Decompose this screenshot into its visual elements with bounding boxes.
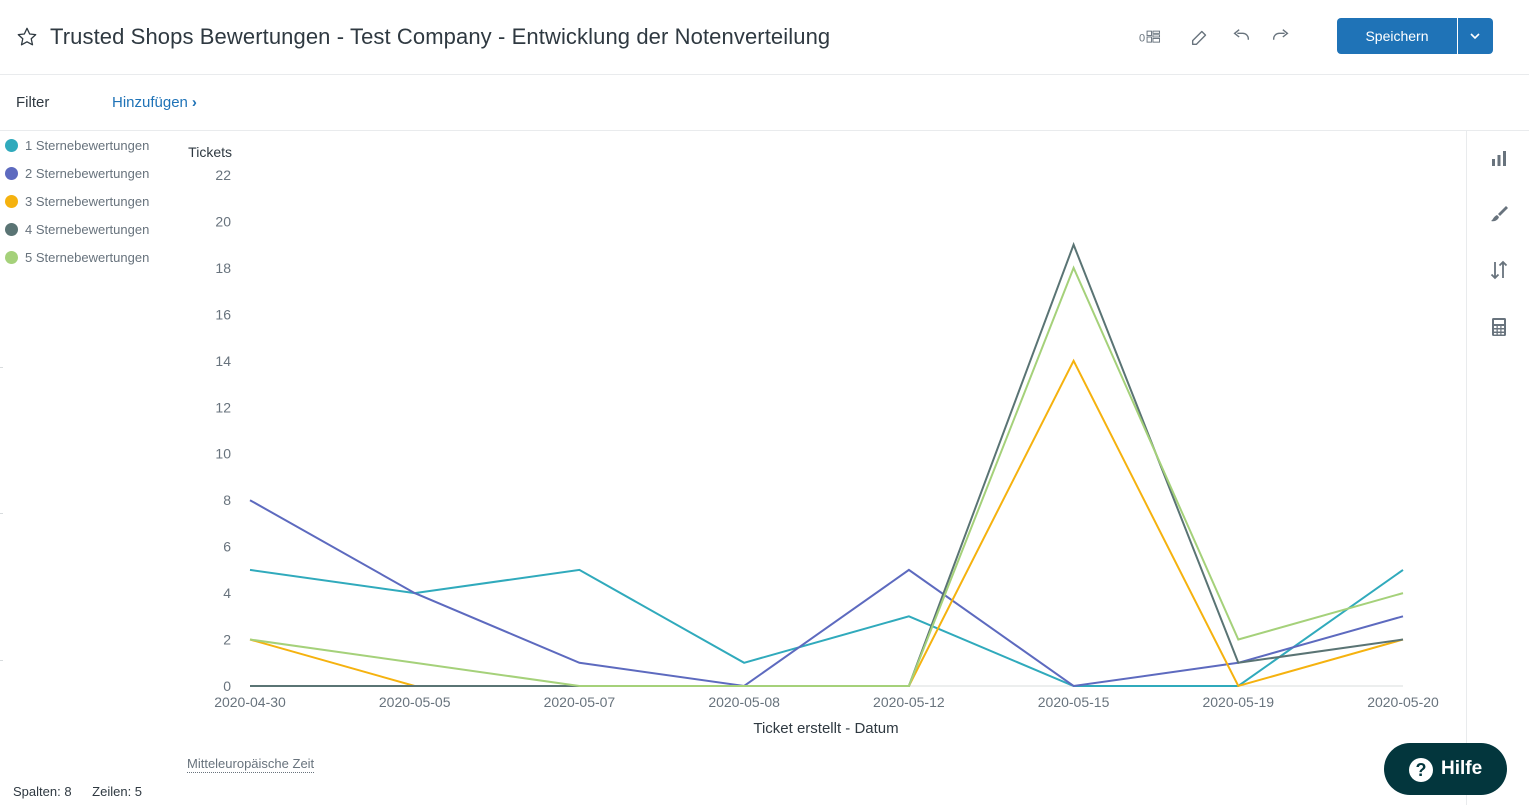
- legend-label: 3 Sternebewertungen: [25, 194, 150, 209]
- line-chart: Tickets 0 2 4 6 8 10 12 14 16 18 20 22 2020-04-30 2020…: [188, 144, 1439, 737]
- redo-icon[interactable]: [1270, 26, 1292, 48]
- legend-label: 2 Sternebewertungen: [25, 166, 150, 181]
- x-tick-label: 2020-05-05: [379, 694, 451, 710]
- y-tick-label: 8: [223, 492, 231, 508]
- chart-legend: 1 Sternebewertungen 2 Sternebewertungen 3 …: [4, 137, 164, 277]
- y-axis-label: Tickets: [188, 144, 232, 160]
- y-tick-label: 22: [215, 167, 231, 183]
- footer-stats: Spalten: 8 Zeilen: 5: [13, 784, 159, 799]
- edge-mark: [0, 660, 3, 661]
- y-tick-label: 4: [223, 585, 231, 601]
- legend-item[interactable]: 5 Sternebewertungen: [4, 249, 164, 277]
- legend-item[interactable]: 1 Sternebewertungen: [4, 137, 164, 165]
- x-tick-label: 2020-05-19: [1202, 694, 1274, 710]
- legend-dot: [5, 195, 18, 208]
- sort-icon[interactable]: [1488, 259, 1510, 281]
- series-line-5: [249, 265, 1404, 687]
- header-bar: Trusted Shops Bewertungen - Test Company…: [0, 0, 1529, 75]
- legend-item[interactable]: 4 Sternebewertungen: [4, 221, 164, 249]
- y-tick-label: 14: [215, 353, 231, 369]
- y-tick-label: 0: [223, 678, 231, 694]
- y-tick-label: 12: [215, 399, 231, 415]
- legend-item[interactable]: 3 Sternebewertungen: [4, 193, 164, 221]
- help-question-icon: ?: [1409, 758, 1433, 782]
- columns-count: Spalten: 8: [13, 784, 72, 799]
- star-icon[interactable]: [16, 26, 38, 48]
- legend-dot: [5, 251, 18, 264]
- calculator-icon[interactable]: [1488, 316, 1510, 338]
- legend-dot: [5, 139, 18, 152]
- legend-label: 4 Sternebewertungen: [25, 222, 150, 237]
- filter-bar: Filter Hinzufügen ›: [0, 75, 1529, 131]
- x-tick-label: 2020-05-15: [1038, 694, 1110, 710]
- zero-badge: 0: [1139, 32, 1145, 44]
- x-axis-label: Ticket erstellt - Datum: [753, 720, 898, 737]
- y-tick-label: 10: [215, 446, 231, 462]
- side-panel: [1466, 131, 1529, 805]
- edge-mark: [0, 513, 3, 514]
- add-filter-link[interactable]: Hinzufügen ›: [112, 94, 197, 111]
- save-button[interactable]: Speichern: [1337, 18, 1457, 54]
- undo-icon[interactable]: [1230, 26, 1252, 48]
- y-tick-label: 2: [223, 632, 231, 648]
- edge-mark: [0, 367, 3, 368]
- y-tick-label: 20: [215, 213, 231, 229]
- x-tick-label: 2020-04-30: [214, 694, 286, 710]
- edit-icon[interactable]: [1189, 26, 1211, 48]
- page-title: Trusted Shops Bewertungen - Test Company…: [50, 24, 831, 49]
- paintbrush-icon[interactable]: [1488, 203, 1510, 225]
- timezone-link[interactable]: Mitteleuropäische Zeit: [187, 756, 315, 773]
- series-line-3: [249, 358, 1404, 688]
- x-tick-label: 2020-05-07: [544, 694, 616, 710]
- legend-label: 5 Sternebewertungen: [25, 250, 150, 265]
- help-button[interactable]: ? Hilfe: [1384, 743, 1507, 795]
- filter-label: Filter: [16, 94, 50, 111]
- chevron-down-icon: [1470, 33, 1480, 40]
- add-filter-label: Hinzufügen: [112, 94, 188, 111]
- bar-chart-icon[interactable]: [1488, 148, 1510, 170]
- x-tick-label: 2020-05-08: [708, 694, 780, 710]
- help-label: Hilfe: [1441, 758, 1483, 779]
- legend-label: 1 Sternebewertungen: [25, 138, 150, 153]
- chevron-right-icon: ›: [191, 94, 197, 111]
- series-line-1: [249, 568, 1404, 687]
- legend-dot: [5, 167, 18, 180]
- y-tick-label: 6: [223, 539, 231, 555]
- legend-item[interactable]: 2 Sternebewertungen: [4, 165, 164, 193]
- x-tick-label: 2020-05-12: [873, 694, 945, 710]
- series-line-2: [249, 499, 1404, 688]
- rows-count: Zeilen: 5: [92, 784, 143, 799]
- layout-grid-icon[interactable]: 0: [1139, 26, 1169, 48]
- x-tick-label: 2020-05-20: [1367, 694, 1439, 710]
- legend-dot: [5, 223, 18, 236]
- y-tick-label: 18: [215, 260, 231, 276]
- y-tick-label: 16: [215, 306, 231, 322]
- save-options-dropdown[interactable]: [1458, 18, 1493, 54]
